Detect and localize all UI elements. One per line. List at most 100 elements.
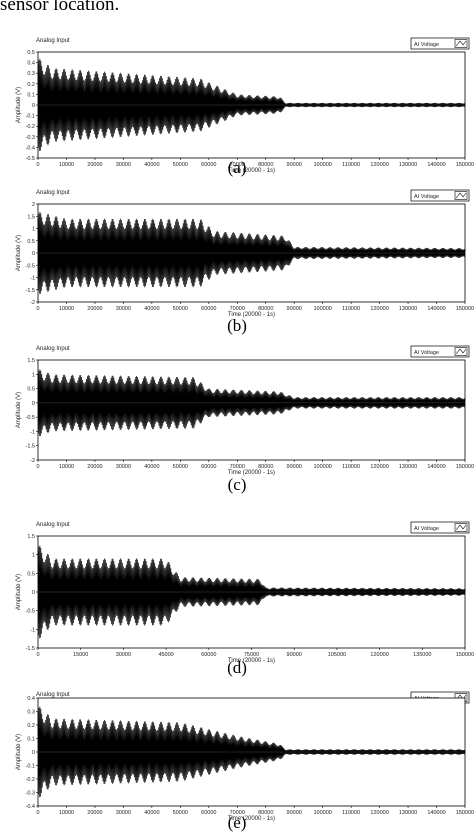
ytick-label-b-7: -1.5 <box>26 288 35 294</box>
xtick-label-a-12: 120000 <box>370 162 388 168</box>
xtick-label-b-6: 60000 <box>201 306 216 312</box>
signal-trace-b <box>37 211 466 294</box>
panel-a: Analog Input AI Voltage 0.5 0.4 0.3 0.2 0.1 0 -0… <box>0 18 474 180</box>
xtick-label-e-8: 80000 <box>258 810 273 816</box>
xtick-label-e-11: 110000 <box>342 810 360 816</box>
panel-c: Analog Input AI Voltage 1.5 1 0.5 0 -0.5 -1 -1.5… <box>0 338 474 498</box>
xtick-label-c-13: 130000 <box>399 464 417 470</box>
xtick-label-d-4: 60000 <box>201 652 216 658</box>
caption-d: (d) <box>227 658 247 677</box>
xtick-label-e-6: 60000 <box>201 810 216 816</box>
legend-glyph-b <box>455 192 467 199</box>
xtick-label-c-3: 30000 <box>116 464 131 470</box>
legend-swatch-b <box>454 191 468 200</box>
ytick-label-a-8: -0.3 <box>26 135 35 141</box>
chart-title-b: Analog Input <box>36 190 70 196</box>
xtick-label-a-9: 90000 <box>287 162 302 168</box>
ytick-label-e-8: -0.4 <box>26 804 35 810</box>
xtick-label-c-4: 40000 <box>144 464 159 470</box>
xtick-label-e-13: 130000 <box>399 810 417 816</box>
xtick-label-c-2: 20000 <box>87 464 102 470</box>
legend-swatch-a <box>454 39 468 48</box>
xtick-label-e-14: 140000 <box>427 810 445 816</box>
header-text: sensor location. <box>0 0 120 15</box>
xtick-label-e-3: 30000 <box>116 810 131 816</box>
xtick-label-e-12: 120000 <box>370 810 388 816</box>
xtick-label-b-3: 30000 <box>116 306 131 312</box>
ytick-label-c-0: 1.5 <box>27 358 35 364</box>
xtick-label-b-15: 150000 <box>456 306 474 312</box>
xtick-label-b-0: 0 <box>36 306 39 312</box>
caption-b: (b) <box>227 316 247 335</box>
xtick-label-a-2: 20000 <box>87 162 102 168</box>
xtick-label-e-0: 0 <box>36 810 39 816</box>
ytick-label-e-7: -0.3 <box>26 791 35 797</box>
ytick-label-b-0: 2 <box>32 202 35 208</box>
xtick-label-a-5: 50000 <box>173 162 188 168</box>
xtick-label-c-1: 10000 <box>59 464 74 470</box>
chart-title-d: Analog Input <box>36 522 70 528</box>
caption-e: (e) <box>227 813 247 832</box>
ytick-label-e-6: -0.2 <box>26 777 35 783</box>
xtick-label-c-10: 100000 <box>313 464 331 470</box>
xtick-label-b-11: 110000 <box>342 306 360 312</box>
xtick-label-c-12: 120000 <box>370 464 388 470</box>
xtick-label-e-7: 70000 <box>230 810 245 816</box>
legend-glyph-e <box>455 694 467 701</box>
chart-b: Analog Input AI Voltage 2 1.5 1 0.5 0 -0.5 -1 -1.… <box>16 189 474 318</box>
legend-swatch-d <box>454 523 468 532</box>
xtick-label-a-6: 60000 <box>201 162 216 168</box>
ytick-label-a-5: 0 <box>32 103 35 109</box>
ytick-label-e-5: -0.1 <box>26 764 35 770</box>
ytick-label-b-1: 1.5 <box>27 214 35 220</box>
xtick-label-e-10: 100000 <box>313 810 331 816</box>
xtick-label-c-9: 90000 <box>287 464 302 470</box>
xtick-label-e-5: 50000 <box>173 810 188 816</box>
ytick-label-a-9: -0.4 <box>26 145 35 151</box>
ytick-label-b-5: -0.5 <box>26 263 35 269</box>
ytick-label-d-1: 1 <box>32 553 35 559</box>
ytick-label-d-6: -1.5 <box>26 646 35 652</box>
xtick-label-d-2: 30000 <box>116 652 131 658</box>
ytick-label-a-6: -0.1 <box>26 114 35 120</box>
xtick-label-b-9: 90000 <box>287 306 302 312</box>
xtick-label-d-6: 90000 <box>287 652 302 658</box>
xtick-label-a-3: 30000 <box>116 162 131 168</box>
xtick-label-e-2: 20000 <box>87 810 102 816</box>
signal-trace-a <box>37 58 466 151</box>
ytick-label-b-3: 0.5 <box>27 239 35 245</box>
xtick-label-c-6: 60000 <box>201 464 216 470</box>
ytick-label-a-10: -0.5 <box>26 156 35 162</box>
legend-box-b <box>410 189 470 202</box>
xtick-label-c-15: 150000 <box>456 464 474 470</box>
xtick-label-e-1: 10000 <box>59 810 74 816</box>
xtick-label-a-15: 150000 <box>456 162 474 168</box>
ytick-label-d-3: 0 <box>32 590 35 596</box>
legend-box-d <box>410 521 470 534</box>
xtick-label-d-8: 120000 <box>370 652 388 658</box>
xtick-label-a-14: 140000 <box>427 162 445 168</box>
xlabel-d: Time (20000 - 1s) <box>228 658 275 664</box>
xlabel-e: Time (20000 - 1s) <box>228 816 275 822</box>
legend-label-b: AI Voltage <box>414 194 439 200</box>
xtick-label-c-14: 140000 <box>427 464 445 470</box>
ytick-label-e-2: 0.2 <box>27 723 35 729</box>
legend-label-c: AI Voltage <box>414 350 439 356</box>
xtick-label-a-11: 110000 <box>342 162 360 168</box>
ytick-label-e-0: 0.4 <box>27 696 35 702</box>
ytick-label-c-5: -1 <box>30 429 35 435</box>
xtick-label-c-11: 110000 <box>342 464 360 470</box>
ytick-label-a-1: 0.4 <box>27 61 35 67</box>
signal-trace-e <box>37 706 466 798</box>
ytick-label-a-7: -0.2 <box>26 124 35 130</box>
ytick-label-c-1: 1 <box>32 372 35 378</box>
xtick-label-c-0: 0 <box>36 464 39 470</box>
xtick-label-d-7: 105000 <box>328 652 346 658</box>
xtick-label-c-7: 70000 <box>230 464 245 470</box>
caption-c: (c) <box>227 475 247 494</box>
ytick-label-a-0: 0.5 <box>27 50 35 56</box>
ytick-label-a-4: 0.1 <box>27 92 35 98</box>
xtick-label-a-10: 100000 <box>313 162 331 168</box>
